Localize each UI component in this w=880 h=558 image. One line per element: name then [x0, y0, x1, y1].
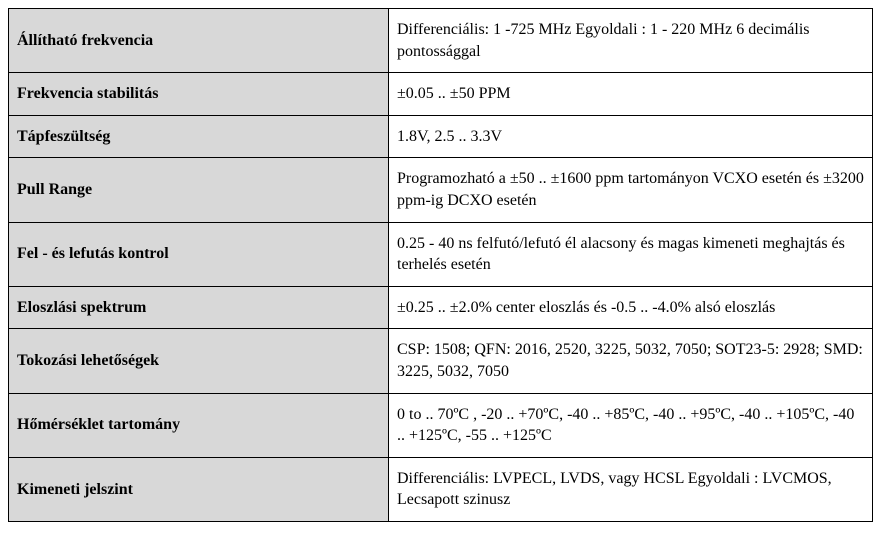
spec-value: ±0.05 .. ±50 PPM — [389, 73, 873, 116]
table-row: Tokozási lehetőségek CSP: 1508; QFN: 201… — [9, 329, 873, 393]
spec-value: Differenciális: LVPECL, LVDS, vagy HCSL … — [389, 457, 873, 521]
spec-value: CSP: 1508; QFN: 2016, 2520, 3225, 5032, … — [389, 329, 873, 393]
table-row: Kimeneti jelszint Differenciális: LVPECL… — [9, 457, 873, 521]
spec-label: Eloszlási spektrum — [9, 286, 389, 329]
table-row: Eloszlási spektrum ±0.25 .. ±2.0% center… — [9, 286, 873, 329]
table-row: Pull Range Programozható a ±50 .. ±1600 … — [9, 158, 873, 222]
specification-table: Állítható frekvencia Differenciális: 1 -… — [8, 8, 873, 522]
table-row: Fel - és lefutás kontrol 0.25 - 40 ns fe… — [9, 222, 873, 286]
spec-value: Programozható a ±50 .. ±1600 ppm tartomá… — [389, 158, 873, 222]
table-row: Hőmérséklet tartomány 0 to .. 70ºC , -20… — [9, 393, 873, 457]
spec-label: Állítható frekvencia — [9, 9, 389, 73]
spec-value: 0.25 - 40 ns felfutó/lefutó él alacsony … — [389, 222, 873, 286]
spec-label: Tokozási lehetőségek — [9, 329, 389, 393]
spec-label: Kimeneti jelszint — [9, 457, 389, 521]
spec-value: 0 to .. 70ºC , -20 .. +70ºC, -40 .. +85º… — [389, 393, 873, 457]
spec-label: Pull Range — [9, 158, 389, 222]
spec-value: Differenciális: 1 -725 MHz Egyoldali : 1… — [389, 9, 873, 73]
spec-value: ±0.25 .. ±2.0% center eloszlás és -0.5 .… — [389, 286, 873, 329]
table-row: Frekvencia stabilitás ±0.05 .. ±50 PPM — [9, 73, 873, 116]
table-row: Tápfeszültség 1.8V, 2.5 .. 3.3V — [9, 115, 873, 158]
spec-label: Tápfeszültség — [9, 115, 389, 158]
spec-label: Frekvencia stabilitás — [9, 73, 389, 116]
spec-label: Fel - és lefutás kontrol — [9, 222, 389, 286]
spec-value: 1.8V, 2.5 .. 3.3V — [389, 115, 873, 158]
table-row: Állítható frekvencia Differenciális: 1 -… — [9, 9, 873, 73]
spec-label: Hőmérséklet tartomány — [9, 393, 389, 457]
